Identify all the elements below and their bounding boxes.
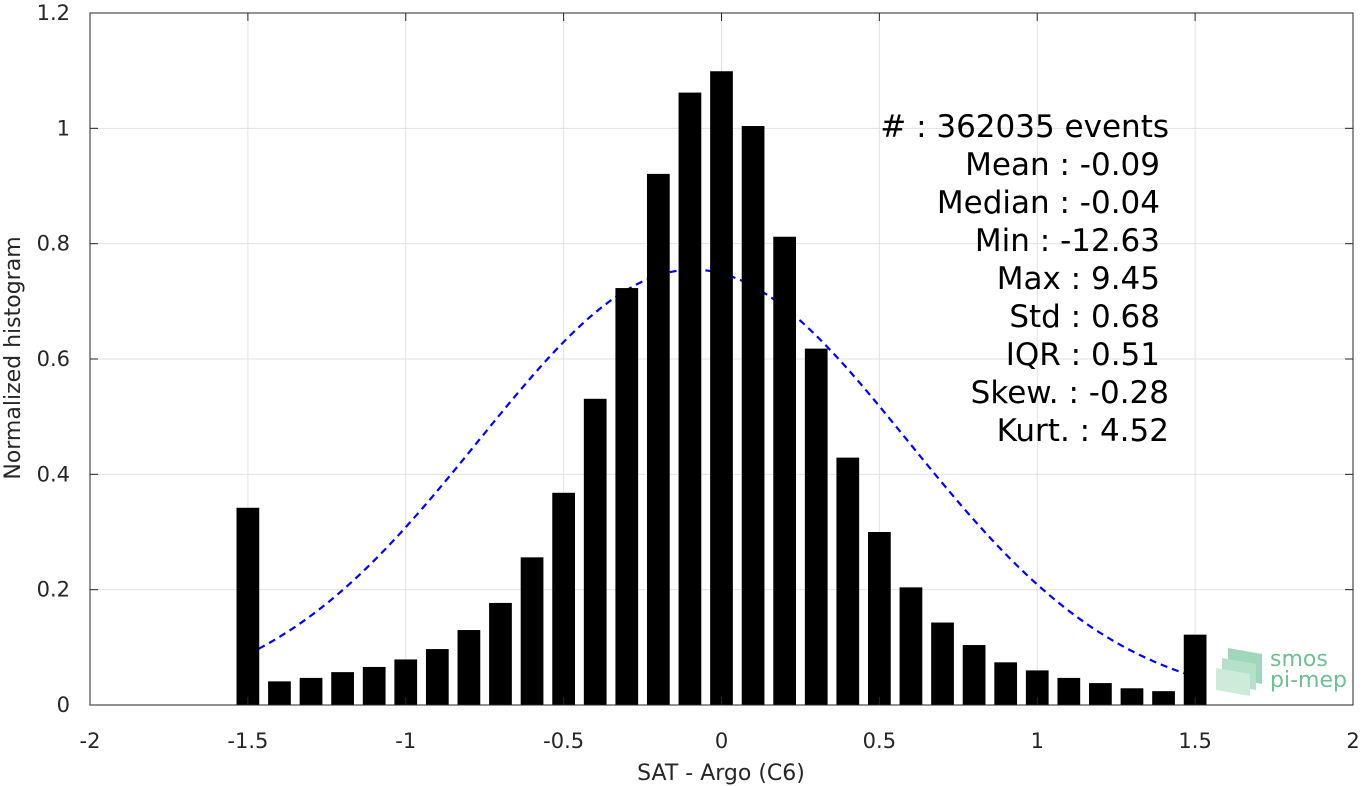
stats-annotations: # : 362035 events Mean : -0.09 Median : … <box>880 109 1169 449</box>
bar <box>520 557 544 705</box>
x-tick-label: -0.5 <box>543 729 584 753</box>
bar <box>331 672 354 705</box>
bar <box>710 71 733 705</box>
y-tick-label: 0.8 <box>37 232 70 256</box>
x-tick-label: -2 <box>80 729 101 753</box>
bar <box>299 677 323 705</box>
bar <box>552 492 575 705</box>
stats-min: Min : -12.63 <box>975 223 1160 259</box>
x-axis-label: SAT - Argo (C6) <box>637 761 805 786</box>
stats-events: # : 362035 events <box>880 109 1169 145</box>
bar <box>1120 688 1144 705</box>
smos-pimep-logo: smos pi-mep <box>1216 647 1347 696</box>
bar <box>615 288 639 705</box>
x-tick-label: 0 <box>715 729 728 753</box>
bar <box>646 173 670 705</box>
x-tick-labels: -2 -1.5 -1 -0.5 0 0.5 1 1.5 2 <box>80 729 1360 753</box>
bar <box>836 457 860 705</box>
y-tick-label: 1.2 <box>37 1 70 25</box>
y-tick-label: 0.6 <box>37 347 70 371</box>
x-tick-label: 1 <box>1031 729 1044 753</box>
bar <box>489 602 512 705</box>
stats-kurt: Kurt. : 4.52 <box>997 413 1169 449</box>
bar <box>931 622 954 705</box>
bar <box>1057 677 1081 705</box>
bar <box>457 630 481 705</box>
bar <box>741 126 765 705</box>
bar <box>773 236 797 705</box>
bar <box>868 532 891 705</box>
bars <box>236 71 1207 705</box>
bar <box>994 662 1018 705</box>
logo-text-smos: smos <box>1270 647 1328 672</box>
stats-iqr: IQR : 0.51 <box>1006 337 1160 373</box>
stats-median: Median : -0.04 <box>937 185 1160 221</box>
stats-mean: Mean : -0.09 <box>965 147 1160 183</box>
x-tick-label: -1 <box>395 729 416 753</box>
logo-mark-icon <box>1216 648 1262 696</box>
y-tick-label: 0 <box>57 693 70 717</box>
bar <box>268 681 291 705</box>
bar <box>362 666 386 705</box>
y-tick-label: 0.4 <box>37 462 70 486</box>
stats-max: Max : 9.45 <box>997 261 1160 297</box>
y-tick-label: 0.2 <box>37 578 70 602</box>
x-tick-label: 0.5 <box>863 729 896 753</box>
bar <box>236 507 260 705</box>
bar <box>583 398 607 705</box>
stats-skew: Skew. : -0.28 <box>971 375 1169 411</box>
bar <box>1025 670 1049 705</box>
bar <box>1152 691 1175 705</box>
axes-box <box>89 12 1354 706</box>
y-tick-label: 1 <box>57 116 70 140</box>
bar <box>804 348 828 705</box>
bar <box>899 587 923 705</box>
bar <box>1183 634 1207 705</box>
x-tick-label: 1.5 <box>1178 729 1211 753</box>
x-tick-label: -1.5 <box>227 729 268 753</box>
bar <box>394 659 418 705</box>
y-tick-labels: 0 0.2 0.4 0.6 0.8 1 1.2 <box>37 1 70 717</box>
logo-text-pimep: pi-mep <box>1270 668 1347 693</box>
bar <box>425 649 449 705</box>
bar <box>962 645 986 705</box>
bar <box>678 92 702 705</box>
x-tick-label: 2 <box>1346 729 1359 753</box>
stats-std: Std : 0.68 <box>1009 299 1160 335</box>
bar <box>1089 683 1112 705</box>
y-axis-label: Normalized histogram <box>1 236 26 479</box>
